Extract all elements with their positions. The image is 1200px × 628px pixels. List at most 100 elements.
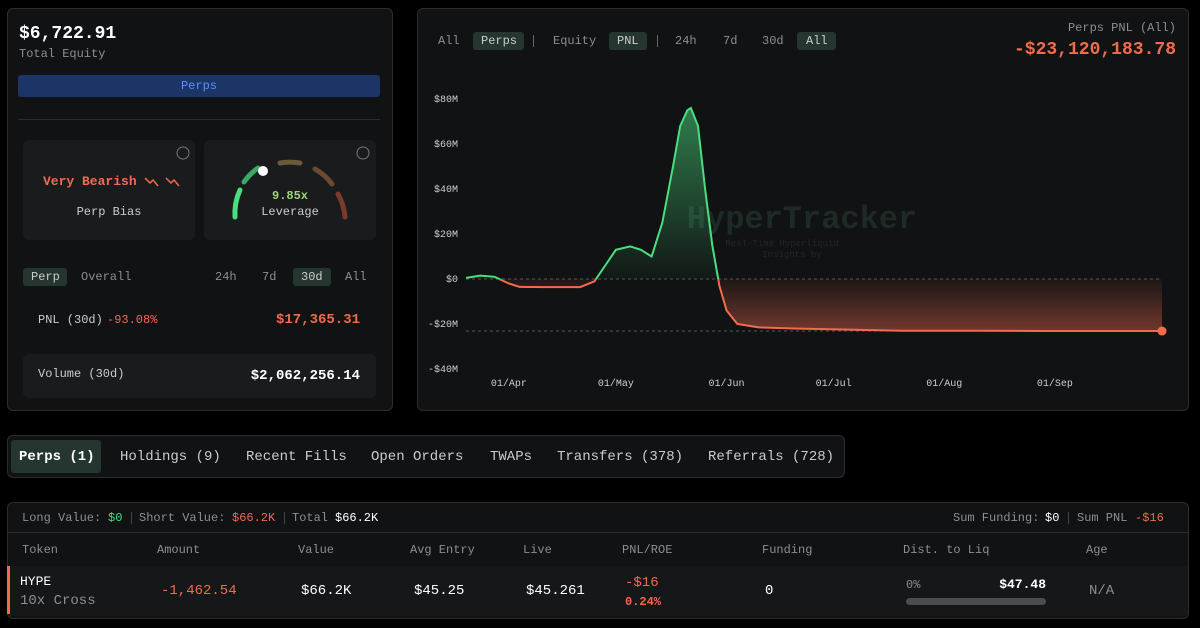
funding: 0 bbox=[765, 583, 774, 599]
column-header: Amount bbox=[157, 543, 201, 557]
x-tick-label: 01/Sep bbox=[1037, 378, 1073, 390]
y-tick-label: $80M bbox=[434, 94, 458, 106]
short-label: Short Value: bbox=[139, 511, 226, 525]
column-header: Age bbox=[1086, 543, 1108, 557]
active-pill bbox=[797, 32, 836, 50]
x-tick-label: 01/May bbox=[598, 378, 634, 390]
tab[interactable]: TWAPs bbox=[490, 449, 533, 465]
separator bbox=[131, 512, 132, 524]
x-tick-label: 01/Jun bbox=[709, 378, 745, 390]
pnl-chart: HyperTracker Real-Time Hyperliquid Insig… bbox=[428, 94, 1167, 390]
x-tick-label: 01/Jul bbox=[816, 378, 852, 390]
value: $66.2K bbox=[301, 583, 352, 599]
tab[interactable]: Open Orders bbox=[371, 449, 464, 465]
token: HYPE bbox=[20, 574, 52, 589]
column-header: PNL/ROE bbox=[622, 543, 673, 557]
tab-bar bbox=[7, 435, 845, 478]
amount: -1,462.54 bbox=[161, 583, 237, 599]
range[interactable]: 7d bbox=[262, 270, 277, 284]
volume-value: $2,062,256.14 bbox=[250, 368, 360, 384]
column-header: Live bbox=[523, 543, 552, 557]
toolbar-item[interactable]: Perps bbox=[481, 34, 518, 48]
bearish-arrow bbox=[144, 177, 180, 187]
y-tick-label: -$20M bbox=[428, 319, 458, 331]
active-pill bbox=[293, 268, 331, 286]
leverage-card bbox=[204, 140, 376, 240]
liq-price: $47.48 bbox=[999, 577, 1046, 592]
entry: $45.25 bbox=[414, 583, 465, 599]
column-header: Value bbox=[298, 543, 335, 557]
toolbar-item[interactable]: 30d bbox=[762, 34, 784, 48]
short-value: $66.2K bbox=[232, 511, 276, 525]
toolbar-item[interactable]: PNL bbox=[617, 34, 639, 48]
range[interactable]: 30d bbox=[301, 270, 323, 284]
bias-card bbox=[23, 140, 195, 240]
toolbar-item[interactable]: 24h bbox=[675, 34, 697, 48]
tab[interactable]: Transfers (378) bbox=[557, 449, 684, 465]
x-tick-label: 01/Apr bbox=[491, 378, 527, 390]
y-tick-label: $40M bbox=[434, 184, 458, 196]
pnl-value: $17,365.31 bbox=[275, 312, 360, 328]
line bbox=[465, 106, 1162, 332]
toolbar-item[interactable]: Equity bbox=[553, 34, 597, 48]
y-tick-label: -$40M bbox=[428, 364, 458, 376]
separator bbox=[533, 35, 534, 47]
watermark: HyperTracker bbox=[687, 201, 917, 238]
leverage-label: Leverage bbox=[261, 205, 319, 219]
sum-pnl-label: Sum PNL bbox=[1077, 511, 1128, 525]
toolbar-item[interactable]: 7d bbox=[723, 34, 738, 48]
scope[interactable]: Perp bbox=[31, 270, 60, 284]
divider bbox=[8, 532, 1188, 533]
gauge bbox=[335, 191, 348, 220]
liq-pct: 0% bbox=[906, 578, 921, 592]
tab[interactable]: Referrals (728) bbox=[708, 449, 835, 465]
column-header: Dist. to Liq bbox=[903, 543, 990, 557]
scope[interactable]: Overall bbox=[81, 270, 132, 284]
active-tab bbox=[11, 440, 101, 473]
long-label: Long Value: bbox=[22, 511, 102, 525]
active-pill bbox=[23, 268, 67, 286]
header-label: Perps PNL (All) bbox=[1067, 21, 1176, 35]
y-tick-label: $60M bbox=[434, 139, 458, 151]
pnl: -$16 bbox=[625, 575, 659, 591]
sum-pnl-value: -$16 bbox=[1135, 511, 1164, 525]
age: N/A bbox=[1089, 583, 1115, 599]
y-tick-label: $20M bbox=[434, 229, 458, 241]
active-pill bbox=[609, 32, 647, 50]
leverage: 9.85x bbox=[271, 189, 309, 203]
short-indicator bbox=[7, 566, 10, 614]
position-row[interactable] bbox=[8, 566, 1188, 616]
pnl-label: PNL (30d) bbox=[38, 313, 103, 327]
tab[interactable]: Holdings (9) bbox=[120, 449, 221, 465]
separator bbox=[284, 512, 285, 524]
header-value: -$23,120,183.78 bbox=[1013, 40, 1176, 60]
separator bbox=[1068, 512, 1069, 524]
separator bbox=[657, 35, 658, 47]
liq-bar bbox=[906, 598, 1046, 605]
equity-label: Total Equity bbox=[19, 47, 106, 61]
y-tick-label: $0 bbox=[446, 274, 458, 286]
card-icons bbox=[144, 146, 370, 220]
bias-label: Perp Bias bbox=[76, 205, 142, 219]
gauge bbox=[312, 166, 335, 187]
x-tick-label: 01/Aug bbox=[926, 378, 962, 390]
column-header: Avg Entry bbox=[410, 543, 475, 557]
total-label: Total bbox=[292, 511, 329, 525]
toolbar-item[interactable]: All bbox=[438, 34, 460, 48]
info-icon[interactable] bbox=[356, 146, 370, 160]
gauge bbox=[232, 187, 243, 220]
gauge-dot bbox=[258, 166, 268, 176]
tab[interactable]: Recent Fills bbox=[246, 449, 347, 465]
tab[interactable]: Perps (1) bbox=[19, 449, 95, 465]
bias: Very Bearish bbox=[43, 174, 137, 189]
perps-tab[interactable]: Perps bbox=[18, 75, 380, 97]
info-icon[interactable] bbox=[176, 146, 190, 160]
total-value: $66.2K bbox=[335, 511, 379, 525]
range[interactable]: 24h bbox=[215, 270, 237, 284]
range[interactable]: All bbox=[345, 270, 367, 284]
equity: $6,722.91 bbox=[19, 24, 117, 44]
toolbar-item[interactable]: All bbox=[806, 34, 828, 48]
volume-label: Volume (30d) bbox=[38, 367, 125, 381]
end-dot bbox=[1157, 326, 1167, 336]
